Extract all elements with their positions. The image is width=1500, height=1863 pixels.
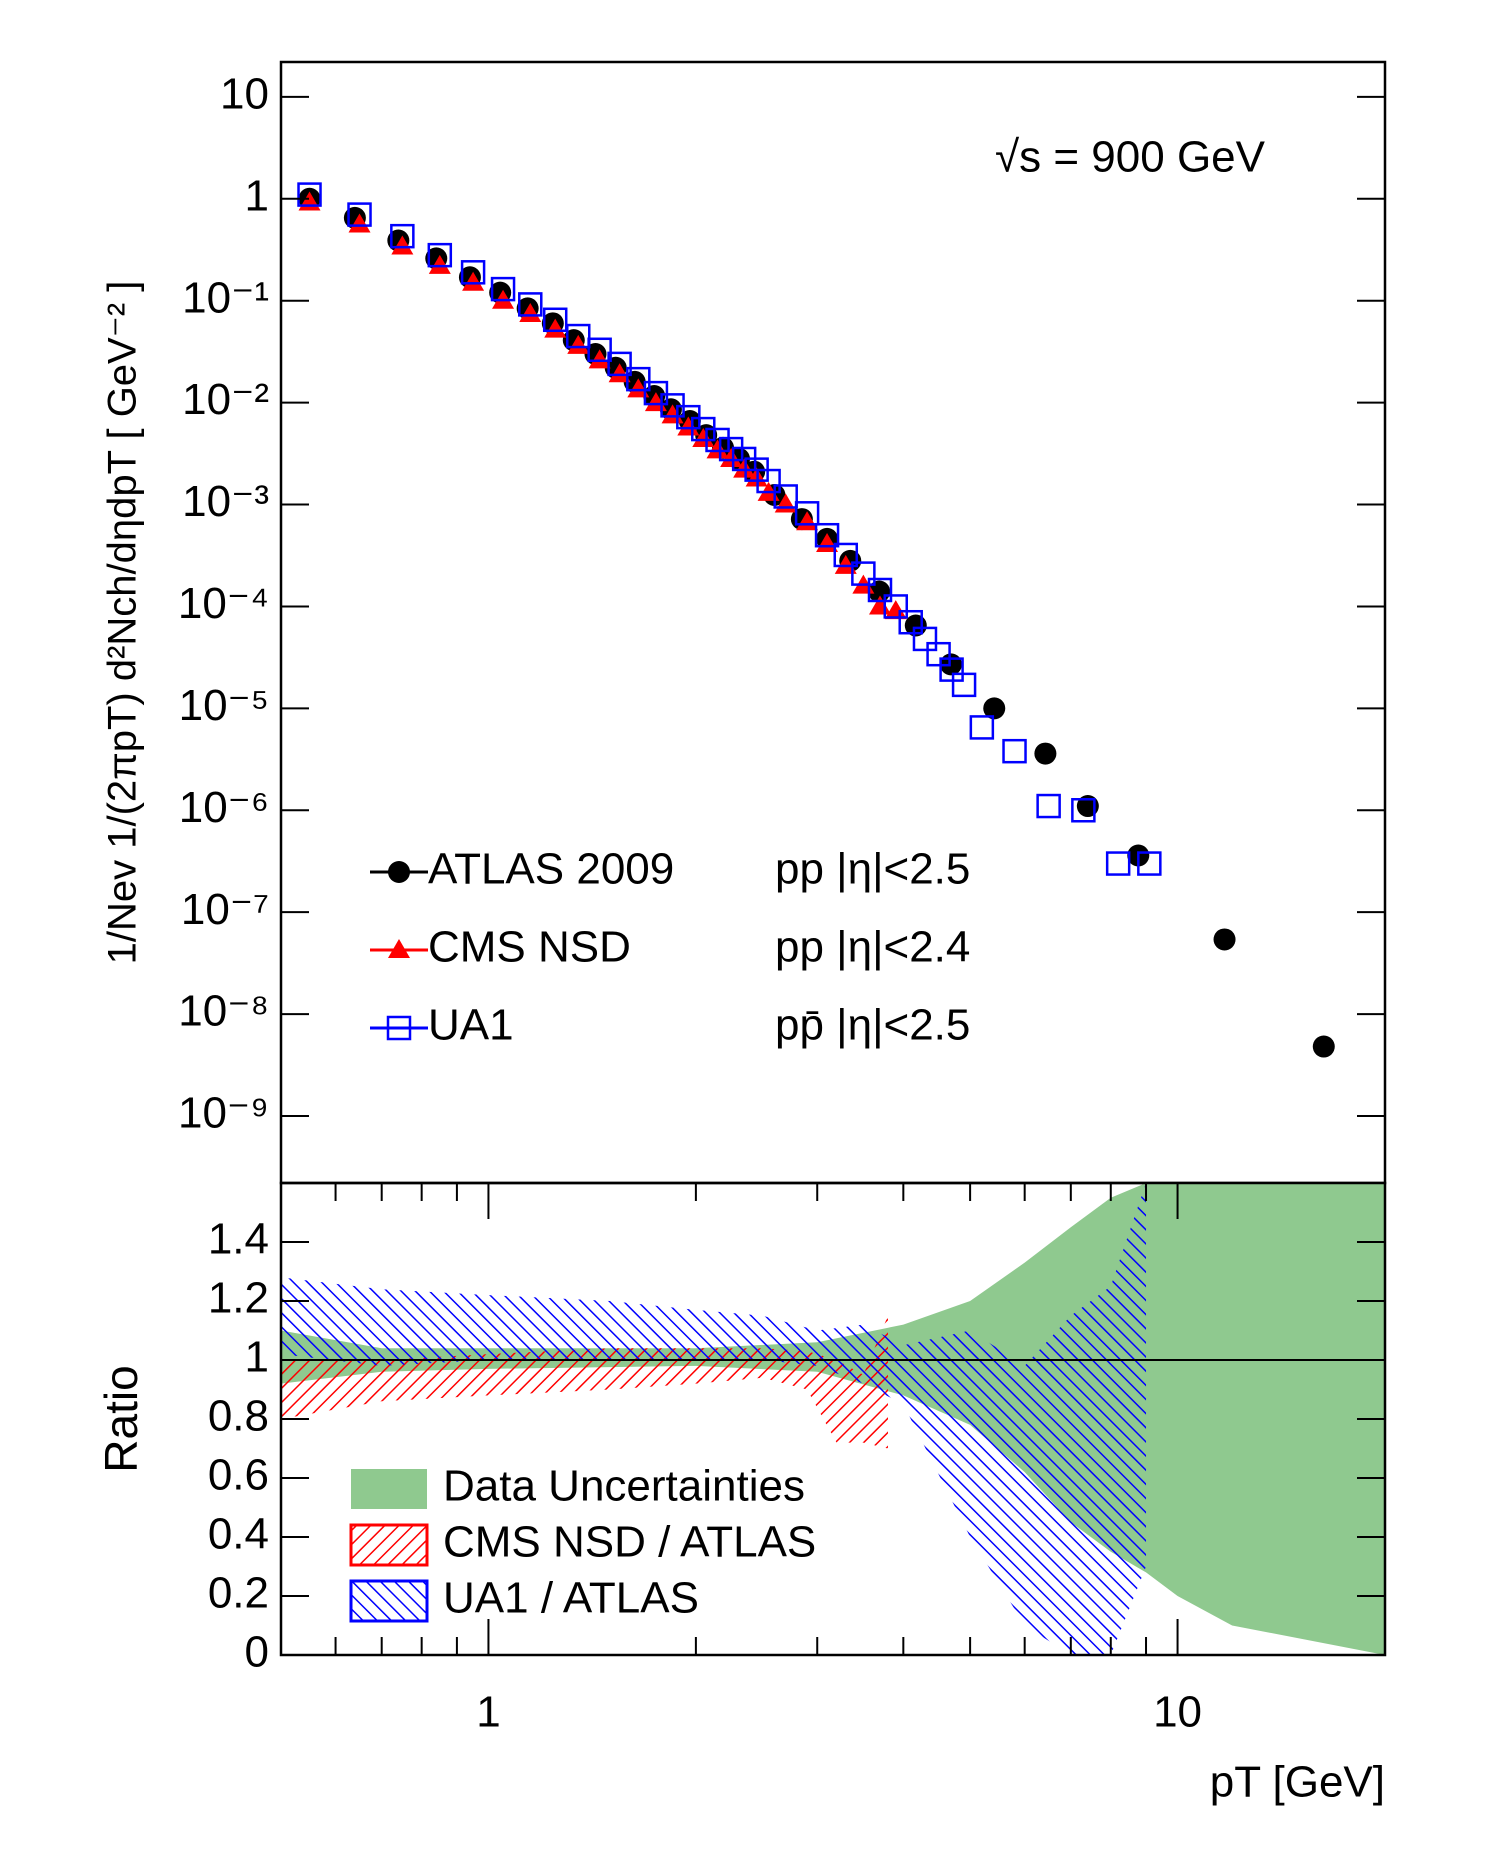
point xyxy=(588,349,611,369)
point xyxy=(677,416,700,436)
legend-note: pp |η|<2.5 xyxy=(775,845,970,894)
point xyxy=(773,484,798,509)
point xyxy=(1137,851,1162,876)
legend-label: UA1 / ATLAS xyxy=(443,1574,699,1623)
point xyxy=(386,1015,412,1041)
point xyxy=(388,861,410,883)
point xyxy=(983,697,1006,720)
point xyxy=(1002,738,1027,764)
point xyxy=(884,600,907,620)
y-tick-label: 1.4 xyxy=(208,1215,269,1264)
legend-note: pp̄ |η|<2.5 xyxy=(775,1001,970,1050)
legend-label: Data Uncertainties xyxy=(443,1462,805,1511)
point xyxy=(542,307,568,333)
point xyxy=(297,182,322,207)
y-tick-label: 10⁻⁸ xyxy=(178,987,269,1036)
x-tick-label: 10 xyxy=(1153,1688,1202,1737)
y-tick-label: 1 xyxy=(245,171,269,220)
point xyxy=(756,468,781,494)
y-tick-label: 10⁻⁴ xyxy=(178,579,269,628)
point xyxy=(519,303,542,323)
y-axis-label: 1/Nev 1/(2πpT) d²Nch/dηdpT [ GeV⁻² ] xyxy=(101,281,145,965)
point xyxy=(898,609,923,635)
point xyxy=(388,939,410,958)
point xyxy=(587,337,612,363)
legend-label: CMS NSD xyxy=(428,923,631,972)
legend-label: UA1 xyxy=(428,1001,514,1050)
y-tick-label: 10⁻¹ xyxy=(182,273,269,322)
point xyxy=(427,242,453,268)
point xyxy=(794,501,820,526)
point xyxy=(883,594,909,619)
point xyxy=(733,458,756,478)
point xyxy=(1105,851,1131,876)
point xyxy=(347,202,372,227)
point xyxy=(1312,1035,1335,1058)
annotation: √s = 900 GeV xyxy=(995,133,1266,182)
y-tick-label: 1 xyxy=(245,1333,269,1382)
y-tick-label: 0.8 xyxy=(208,1392,269,1441)
plot-area xyxy=(297,182,1335,1058)
point xyxy=(705,427,730,453)
y-tick-label: 10⁻³ xyxy=(182,477,269,526)
y-tick-label: 10⁻⁶ xyxy=(179,783,269,832)
legend-label: ATLAS 2009 xyxy=(428,845,674,894)
band xyxy=(281,1183,1147,1655)
x-axis-label: pT [GeV] xyxy=(1210,1758,1385,1807)
point xyxy=(912,626,938,652)
legend-label: CMS NSD / ATLAS xyxy=(443,1518,816,1567)
legend-swatch xyxy=(349,1579,429,1623)
y-axis-label: Ratio xyxy=(95,1365,147,1472)
point xyxy=(391,235,414,255)
y-tick-label: 10⁻² xyxy=(182,375,269,424)
point xyxy=(567,334,590,354)
point xyxy=(720,447,743,467)
point xyxy=(926,641,951,667)
legend-swatch xyxy=(349,1523,429,1567)
point xyxy=(1036,793,1061,819)
y-tick-label: 0.6 xyxy=(208,1451,269,1500)
point xyxy=(518,292,543,317)
point xyxy=(951,672,977,698)
point xyxy=(626,366,651,392)
point xyxy=(643,380,669,406)
y-tick-label: 1.2 xyxy=(208,1274,269,1323)
point xyxy=(490,276,516,302)
y-tick-label: 0.2 xyxy=(208,1569,269,1618)
plot-frame xyxy=(279,1181,1387,1657)
point xyxy=(1071,798,1096,823)
point xyxy=(1213,928,1236,951)
point xyxy=(1034,742,1057,765)
point xyxy=(706,439,729,459)
point xyxy=(969,715,995,740)
y-tick-label: 0.4 xyxy=(208,1510,269,1559)
y-tick-label: 10⁻⁵ xyxy=(179,681,269,730)
legend-swatch xyxy=(351,1469,427,1509)
point xyxy=(851,561,876,586)
point xyxy=(566,323,591,349)
y-tick-label: 10 xyxy=(220,70,269,119)
point xyxy=(814,522,840,548)
point xyxy=(607,351,632,377)
point xyxy=(692,427,715,447)
point xyxy=(462,271,485,291)
y-tick-label: 0 xyxy=(245,1628,269,1677)
y-tick-label: 10⁻⁷ xyxy=(181,885,269,934)
point xyxy=(833,542,859,568)
point xyxy=(390,223,415,249)
point xyxy=(460,260,486,285)
point xyxy=(544,318,567,338)
point xyxy=(608,363,631,383)
point xyxy=(348,213,371,233)
point xyxy=(867,577,893,603)
plot-area xyxy=(281,1183,1385,1655)
point xyxy=(428,254,451,274)
x-tick-label: 1 xyxy=(476,1688,500,1737)
point xyxy=(939,657,964,682)
y-tick-label: 10⁻⁹ xyxy=(178,1089,269,1138)
legend-note: pp |η|<2.4 xyxy=(775,923,970,972)
